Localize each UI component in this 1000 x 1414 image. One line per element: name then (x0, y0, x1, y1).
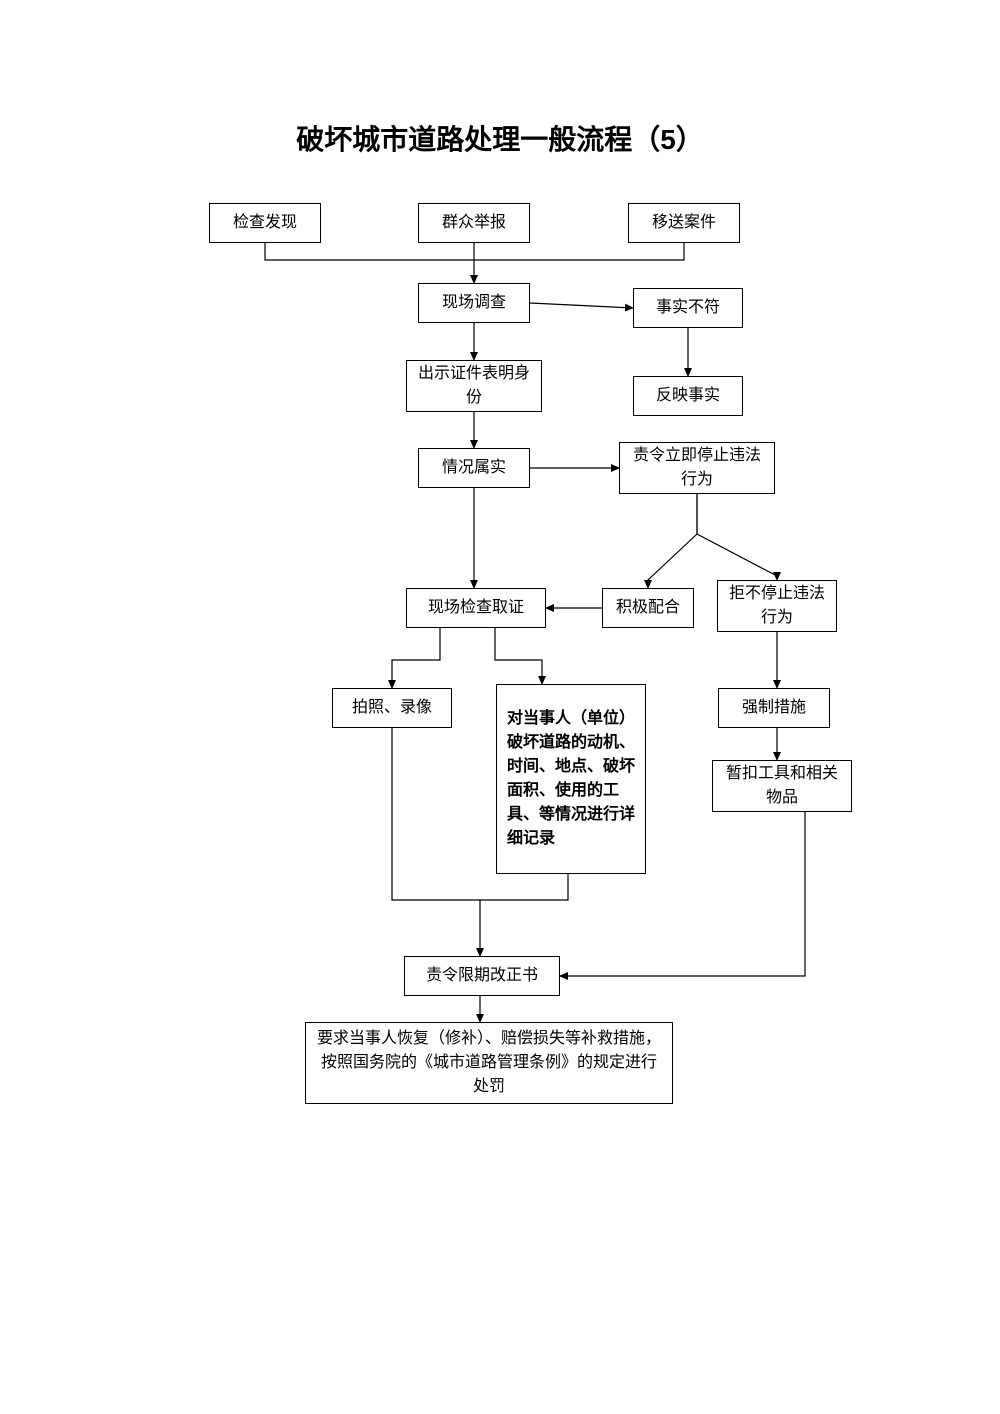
page-title: 破坏城市道路处理一般流程（5） (0, 118, 1000, 158)
node-n12: 拒不停止违法行为 (717, 580, 837, 632)
node-n6: 出示证件表明身份 (406, 360, 542, 412)
node-n14: 对当事人（单位）破坏道路的动机、时间、地点、破坏面积、使用的工具、等情况进行详细… (496, 684, 646, 874)
node-n16: 暂扣工具和相关物品 (712, 760, 852, 812)
node-n15: 强制措施 (718, 688, 830, 728)
node-n3: 移送案件 (628, 203, 740, 243)
node-n10: 现场检查取证 (406, 588, 546, 628)
node-n9: 责令立即停止违法行为 (619, 442, 775, 494)
node-n4: 现场调查 (418, 283, 530, 323)
edge-e2 (474, 243, 684, 260)
edge-e4 (530, 303, 633, 308)
edge-e1 (265, 243, 474, 260)
edge-e18 (480, 874, 568, 900)
edge-e10 (697, 494, 777, 580)
node-n11: 积极配合 (602, 588, 694, 628)
node-n8: 情况属实 (418, 448, 530, 488)
edge-e9 (648, 494, 697, 588)
node-n2: 群众举报 (418, 203, 530, 243)
node-n13: 拍照、录像 (332, 688, 452, 728)
node-n5: 事实不符 (633, 288, 743, 328)
node-n7: 反映事实 (633, 376, 743, 416)
edge-e14 (495, 628, 542, 684)
node-n1: 检查发现 (209, 203, 321, 243)
node-n17: 责令限期改正书 (404, 956, 560, 996)
edge-e17 (392, 728, 480, 900)
node-n18: 要求当事人恢复（修补）、赔偿损失等补救措施，按照国务院的《城市道路管理条例》的规… (305, 1022, 673, 1104)
edge-e13 (392, 628, 440, 688)
